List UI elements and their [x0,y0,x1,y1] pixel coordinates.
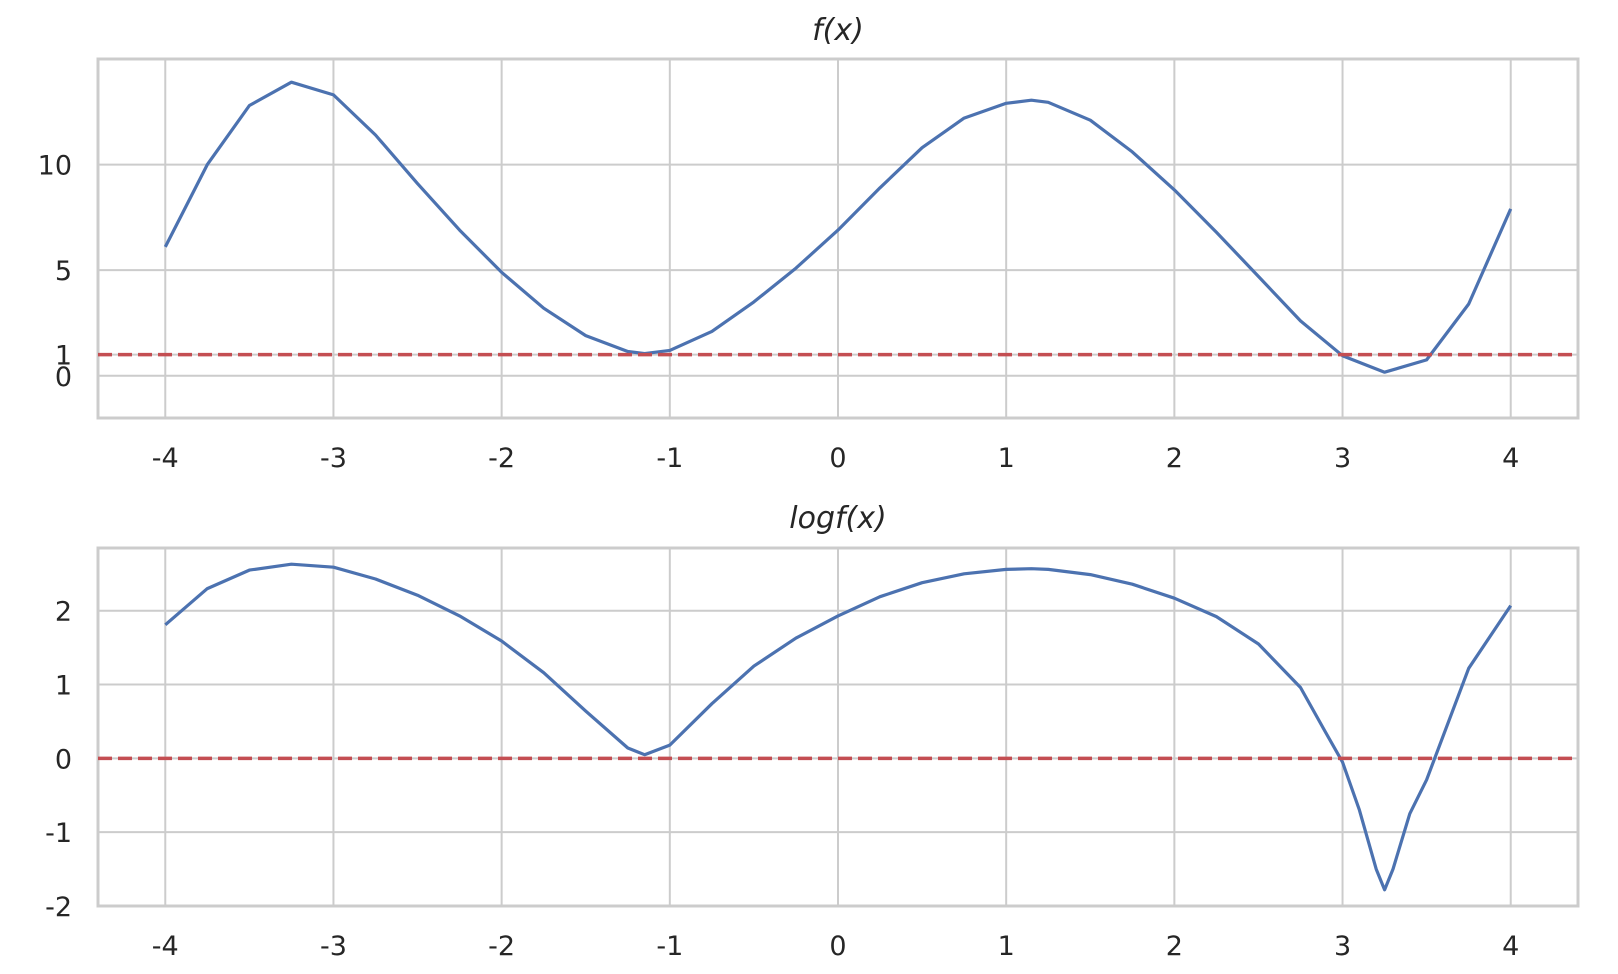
logfx-axes-frame [96,546,1580,908]
fx-y-tick-label: 0 [55,362,72,393]
fx-grid [98,59,1578,418]
logfx-y-tick-label: 1 [55,671,72,702]
fx-x-tick-label: -1 [656,443,683,474]
logfx-series-line [164,562,1513,892]
fx-y-tick-label: 1 [55,341,72,372]
logfx-x-tick-label: 0 [829,931,846,962]
fx-x-tick-label: 2 [1166,443,1183,474]
logfx-x-tick-label: 1 [998,931,1015,962]
fx-x-tick-label: -3 [320,443,347,474]
logfx-x-tick-label: -3 [320,931,347,962]
plot-logfx-title: logf(x) [789,501,886,536]
fx-x-tick-label: 3 [1334,443,1351,474]
logfx-x-tick-label: 2 [1166,931,1183,962]
logfx-x-tick-label: -1 [656,931,683,962]
fx-x-tick-label: -4 [152,443,179,474]
plot-logfx: logf(x) -4 -3 -2 -1 0 1 2 3 4 -2 -1 0 1 2 [45,501,1580,962]
plot-fx-title: f(x) [812,13,864,48]
fx-axes-frame [96,57,1580,420]
logfx-x-tick-label: -4 [152,931,179,962]
fx-x-tick-label: 4 [1502,443,1519,474]
logfx-x-tick-label: -2 [488,931,515,962]
fx-y-tick-label: 10 [38,151,72,182]
logfx-y-tick-label: -2 [45,892,72,923]
logfx-y-tick-label: 2 [55,597,72,628]
fx-x-tick-label: 1 [998,443,1015,474]
logfx-grid [98,548,1578,907]
logfx-y-tick-label: -1 [45,818,72,849]
logfx-x-tick-label: 3 [1334,931,1351,962]
fx-x-tick-label: -2 [488,443,515,474]
logfx-x-tick-label: 4 [1502,931,1519,962]
logfx-y-tick-label: 0 [55,744,72,775]
fx-series-line [163,80,1513,374]
fx-y-tick-label: 5 [55,256,72,287]
fx-x-tick-label: 0 [829,443,846,474]
